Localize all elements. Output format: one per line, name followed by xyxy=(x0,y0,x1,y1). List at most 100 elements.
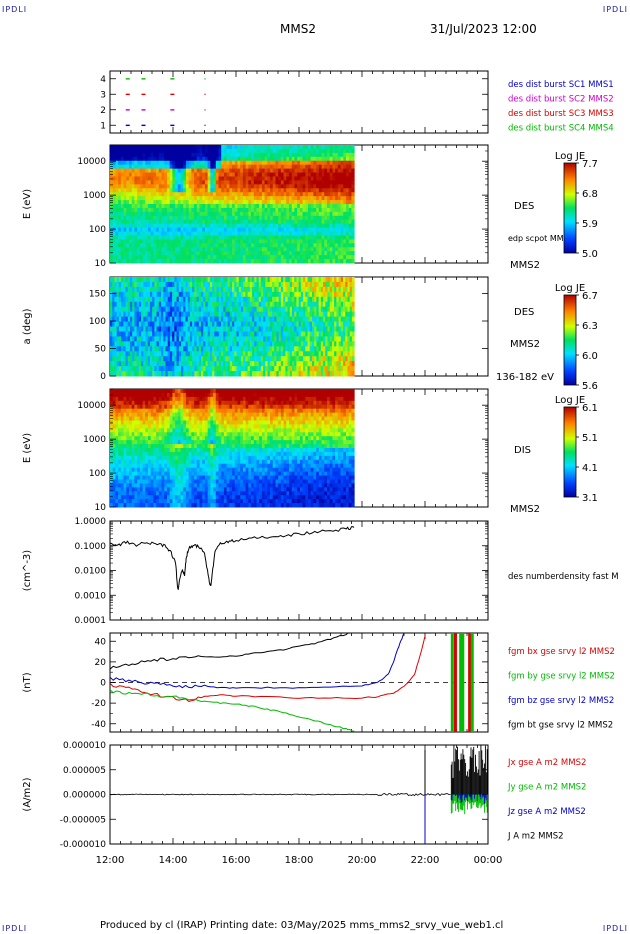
spectrogram-cell xyxy=(270,259,274,264)
spectrogram-cell xyxy=(316,160,320,166)
spectrogram-cell xyxy=(272,243,276,248)
spectrogram-cell xyxy=(126,145,130,150)
spectrogram-cell xyxy=(311,331,315,337)
spectrogram-cell xyxy=(278,286,282,293)
spectrogram-cell xyxy=(332,164,336,170)
spectrogram-cell xyxy=(325,296,328,303)
spectrogram-cell xyxy=(199,239,203,244)
spectrogram-cell xyxy=(129,356,133,362)
spectrogram-cell xyxy=(256,251,260,256)
spectrogram-cell xyxy=(121,331,124,337)
des-energy-colorbar xyxy=(563,162,577,254)
spectrogram-cell xyxy=(242,196,247,201)
spectrogram-cell xyxy=(126,152,130,158)
spectrogram-cell xyxy=(345,184,350,189)
spectrogram-cell xyxy=(299,227,304,233)
spectrogram-cell xyxy=(115,251,119,256)
spectrogram-cell xyxy=(263,311,266,318)
spectrogram-cell xyxy=(152,361,155,367)
spectrogram-cell xyxy=(142,164,146,170)
spectrogram-cell xyxy=(198,371,202,377)
spectrogram-cell xyxy=(161,204,165,209)
spectrogram-cell xyxy=(174,286,178,293)
spectrogram-cell xyxy=(126,188,130,193)
spectrogram-cell xyxy=(251,148,255,154)
spectrogram-cell xyxy=(238,331,242,337)
spectrogram-cell xyxy=(181,331,184,337)
burst-mark xyxy=(170,78,175,80)
spectrogram-cell xyxy=(320,331,324,337)
spectrogram-cell xyxy=(185,296,189,303)
spectrogram-cell xyxy=(175,148,179,154)
spectrogram-cell xyxy=(192,361,195,367)
spectrogram-cell xyxy=(248,251,252,256)
spectrogram-cell xyxy=(289,160,293,166)
spectrogram-cell xyxy=(178,296,182,303)
spectrogram-cell xyxy=(185,306,189,313)
spectrogram-cell xyxy=(127,331,131,337)
spectrogram-cell xyxy=(318,251,323,256)
spectrogram-cell xyxy=(176,306,180,313)
spectrogram-cell xyxy=(321,239,325,244)
spectrogram-cell xyxy=(152,296,155,303)
spectrogram-cell xyxy=(202,176,206,181)
spectrogram-cell xyxy=(280,351,284,357)
spectrogram-cell xyxy=(205,341,209,347)
spectrogram-cell xyxy=(112,336,115,342)
spectrogram-cell xyxy=(128,176,133,181)
spectrogram-cell xyxy=(269,311,273,318)
spectrogram-cell xyxy=(340,148,344,154)
spectrogram-cell xyxy=(310,259,314,264)
spectrogram-cell xyxy=(123,211,127,217)
spectrogram-cell xyxy=(303,321,306,327)
spectrogram-cell xyxy=(305,331,309,337)
spectrogram-cell xyxy=(138,306,142,313)
spectrogram-cell xyxy=(172,356,175,362)
spectrogram-cell xyxy=(212,296,215,303)
spectrogram-cell xyxy=(320,301,324,308)
spectrogram-cell xyxy=(236,286,240,293)
spectrogram-cell xyxy=(199,219,203,225)
spectrogram-cell xyxy=(177,235,182,240)
spectrogram-cell xyxy=(207,306,211,313)
des-energy-colorbar-tick-label: 5.9 xyxy=(582,219,598,230)
spectrogram-cell xyxy=(270,239,274,244)
spectrogram-cell xyxy=(131,207,135,213)
spectrogram-cell xyxy=(313,152,317,158)
spectrogram-cell xyxy=(291,188,295,193)
spectrogram-cell xyxy=(147,156,152,162)
spectrogram-cell xyxy=(335,188,339,193)
spectrogram-cell xyxy=(316,277,320,283)
spectrogram-cell xyxy=(136,306,140,313)
spectrogram-cell xyxy=(161,243,165,248)
spectrogram-cell xyxy=(212,286,215,293)
spectrogram-cell xyxy=(128,148,133,154)
spectrogram-cell xyxy=(249,281,253,288)
spectrogram-cell xyxy=(236,371,240,377)
spectrogram-cell xyxy=(309,281,313,288)
spectrogram-cell xyxy=(191,184,195,189)
spectrogram-cell xyxy=(209,331,213,337)
spectrogram-cell xyxy=(309,291,313,298)
spectrogram-cell xyxy=(112,331,115,337)
spectrogram-cell xyxy=(147,188,152,193)
spectrogram-cell xyxy=(137,160,141,166)
spectrogram-cell xyxy=(118,296,122,303)
spectrogram-cell xyxy=(199,160,203,166)
spectrogram-cell xyxy=(129,281,133,288)
spectrogram-cell xyxy=(345,211,350,217)
spectrogram-cell xyxy=(307,321,311,327)
spectrogram-cell xyxy=(164,192,168,197)
spectrogram-cell xyxy=(313,145,317,150)
spectrogram-cell xyxy=(274,336,277,342)
spectrogram-cell xyxy=(199,243,203,248)
spectrogram-cell xyxy=(161,172,165,177)
spectrogram-cell xyxy=(134,200,138,205)
spectrogram-cell xyxy=(278,321,282,327)
spectrogram-cell xyxy=(321,184,325,189)
spectrogram-cell xyxy=(310,188,314,193)
spectrogram-cell xyxy=(335,235,339,240)
spectrogram-cell xyxy=(139,168,144,174)
spectrogram-cell xyxy=(126,192,130,197)
spectrogram-cell xyxy=(248,255,252,260)
